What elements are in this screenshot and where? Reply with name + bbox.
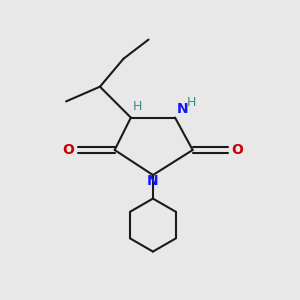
Text: N: N: [176, 102, 188, 116]
Text: O: O: [232, 143, 243, 157]
Text: H: H: [187, 96, 196, 109]
Text: N: N: [147, 174, 159, 188]
Text: O: O: [62, 143, 74, 157]
Text: H: H: [132, 100, 142, 113]
